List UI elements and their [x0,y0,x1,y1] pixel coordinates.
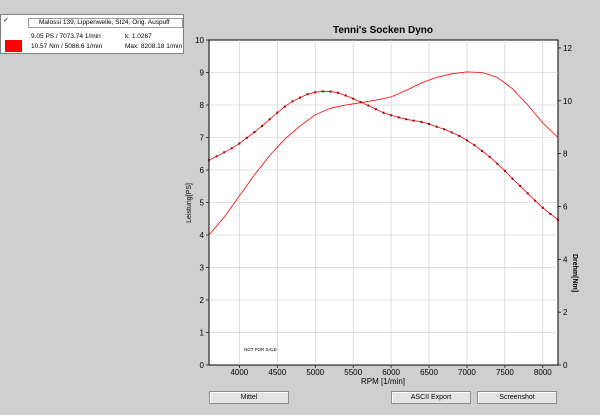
torque-point-22 [374,108,377,111]
ascii-export-button[interactable]: ASCII Export [391,391,471,404]
torque-point-19 [352,97,355,100]
torque-point-23 [382,111,385,114]
torque-point-7 [261,124,264,127]
right-axis-ticks: 0 2 4 6 8 10 12 [558,44,572,370]
grid [209,40,558,365]
run-name-label: Malossi 139, Lippenwelle, SI24, Orig. Au… [28,18,183,28]
left-tick-label-4: 4 [200,231,205,240]
left-tick-label-7: 7 [200,134,205,143]
x-tick-label-2: 5000 [306,368,324,377]
screenshot-button[interactable]: Screenshot [477,391,557,404]
torque-point-36 [481,150,484,152]
x-tick-label-1: 4500 [268,368,286,377]
right-tick-label-0: 0 [563,361,568,370]
x-tick-label-7: 7500 [496,368,514,377]
torque-point-44 [541,206,544,209]
torque-point-1 [215,155,218,158]
torque-point-33 [458,134,461,137]
right-tick-label-6: 12 [563,44,572,53]
left-tick-label-1: 1 [200,329,205,338]
torque-point-40 [511,177,514,180]
left-tick-label-3: 3 [200,264,205,273]
watermark-label: NOT FOR SALE [244,347,277,352]
torque-point-11 [291,100,294,103]
torque-point-31 [443,128,446,131]
torque-point-2 [223,151,226,154]
torque-point-0 [208,159,210,162]
torque-point-34 [466,139,468,142]
left-axis-label: Leistung[PS] [186,183,193,223]
torque-point-28 [420,120,423,123]
power-reading: 9.05 PS / 7073.74 1/min [31,33,101,40]
right-tick-label-3: 6 [563,202,568,211]
torque-reading: 10.57 Nm / 5086.6 1/min [31,43,103,50]
x-axis-label: RPM [1/min] [361,377,405,386]
run-color-swatch[interactable] [5,40,22,52]
torque-point-20 [359,101,362,104]
right-axis-label: Drehm[Nm] [571,254,578,292]
torque-point-4 [238,142,241,145]
chart-title: Tenni's Socken Dyno [333,25,433,36]
x-axis-ticks: 4000 4500 5000 5500 6000 6500 7000 7500 8000 [230,365,552,377]
torque-point-35 [473,144,476,147]
torque-point-45 [549,212,552,215]
torque-point-5 [245,136,248,139]
torque-point-43 [534,199,537,202]
torque-point-6 [253,131,256,133]
mittel-button[interactable]: Mittel [209,391,289,404]
left-tick-label-5: 5 [200,199,205,208]
left-tick-label-10: 10 [195,36,204,45]
torque-point-15 [321,90,324,93]
torque-point-46 [557,218,559,221]
left-tick-label-8: 8 [200,101,205,110]
torque-point-25 [397,116,400,119]
max-rpm: Max: 8208.18 1/min [125,43,183,50]
torque-point-14 [314,91,317,94]
torque-point-26 [405,118,408,121]
torque-point-10 [283,105,286,108]
torque-point-29 [428,123,430,125]
torque-point-30 [435,125,438,128]
torque-point-18 [344,94,347,97]
x-tick-label-4: 6000 [382,368,400,377]
torque-point-9 [276,111,279,114]
series-line-power [208,71,559,236]
legend-panel: ✓ Malossi 139, Lippenwelle, SI24, Orig. … [0,14,184,54]
torque-point-13 [306,93,309,96]
x-tick-label-8: 8000 [534,368,552,377]
k-value: k: 1.0267 [125,33,152,40]
torque-point-42 [526,192,529,195]
series-layer [208,71,559,236]
x-tick-label-6: 7000 [458,368,476,377]
x-tick-label-0: 4000 [230,368,248,377]
torque-point-16 [329,90,332,93]
left-tick-label-2: 2 [200,296,205,305]
right-tick-label-2: 4 [563,255,568,264]
torque-point-17 [337,91,339,94]
right-tick-label-5: 10 [563,97,572,106]
torque-point-37 [488,155,491,158]
torque-point-38 [496,162,499,165]
torque-point-39 [503,169,506,172]
left-axis-ticks: 0 1 2 3 4 5 6 7 8 9 10 [195,36,209,370]
right-tick-label-1: 2 [563,308,568,317]
left-tick-label-0: 0 [200,361,205,370]
run-checkbox[interactable]: ✓ [3,17,9,24]
left-tick-label-9: 9 [200,69,205,78]
torque-point-32 [450,131,453,134]
torque-point-27 [412,119,415,122]
torque-point-8 [268,118,271,121]
torque-point-41 [519,184,522,187]
torque-point-3 [230,147,233,150]
torque-point-21 [367,104,370,107]
x-tick-label-3: 5500 [344,368,362,377]
torque-point-24 [390,114,393,117]
torque-point-12 [299,96,301,99]
left-tick-label-6: 6 [200,166,205,175]
x-tick-label-5: 6500 [420,368,438,377]
right-tick-label-4: 8 [563,150,568,159]
